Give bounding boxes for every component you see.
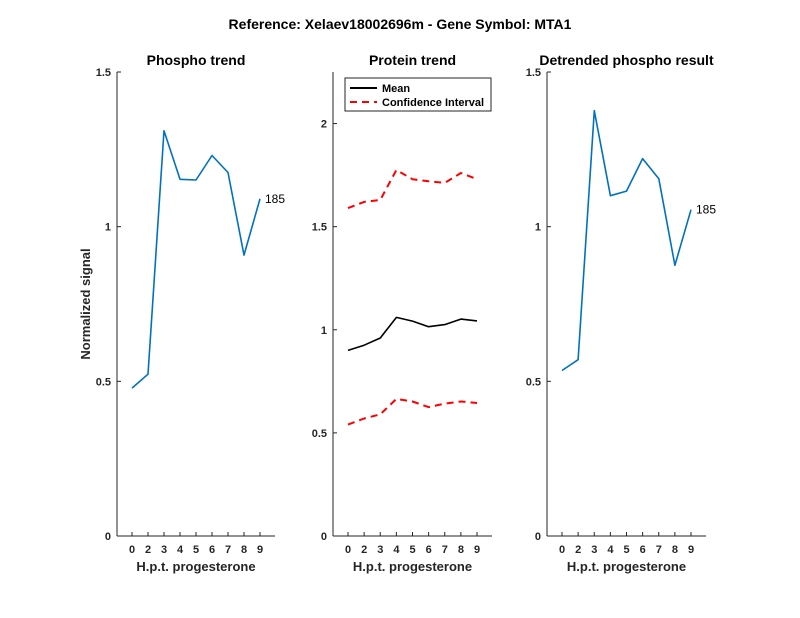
x-tick-label: 5: [409, 544, 415, 556]
x-axis-label: H.p.t. progesterone: [353, 559, 472, 574]
x-tick-label: 7: [225, 544, 231, 556]
y-tick-label: 1: [321, 325, 327, 337]
y-tick-label: 0.5: [312, 428, 327, 440]
y-tick-label: 1: [535, 222, 541, 234]
data-annotation: 185: [696, 203, 716, 217]
subplot-title: Protein trend: [369, 52, 456, 68]
y-tick-label: 0: [105, 531, 111, 543]
x-tick-label: 0: [345, 544, 351, 556]
y-tick-label: 1.5: [526, 67, 541, 79]
x-tick-label: 0: [559, 544, 565, 556]
legend: Mean Confidence Interval: [344, 77, 492, 112]
x-tick-label: 8: [241, 544, 247, 556]
y-tick-label: 0: [535, 531, 541, 543]
series-line-1: [561, 109, 692, 372]
y-tick-label: 1.5: [312, 222, 327, 234]
x-tick-label: 8: [672, 544, 678, 556]
series-line-2: [347, 169, 478, 210]
series-line-3: [347, 397, 478, 426]
legend-entry: Mean: [382, 83, 410, 95]
x-tick-label: 9: [688, 544, 694, 556]
subplot-title: Detrended phospho result: [539, 52, 714, 68]
data-annotation: 185: [265, 192, 285, 206]
x-axis-label: H.p.t. progesterone: [567, 559, 686, 574]
y-tick-label: 0.5: [96, 376, 111, 388]
x-tick-label: 9: [257, 544, 263, 556]
x-tick-label: 0: [129, 544, 135, 556]
series-line-1: [131, 130, 261, 389]
x-axis-label: H.p.t. progesterone: [136, 559, 255, 574]
series-line-1: [347, 316, 478, 352]
x-tick-label: 5: [623, 544, 629, 556]
y-tick-label: 1: [105, 222, 111, 234]
x-tick-label: 6: [426, 544, 432, 556]
x-tick-label: 3: [161, 544, 167, 556]
x-tick-label: 2: [145, 544, 151, 556]
y-tick-label: 0: [321, 531, 327, 543]
figure-title: Reference: Xelaev18002696m - Gene Symbol…: [229, 16, 572, 32]
x-tick-label: 9: [474, 544, 480, 556]
legend-box: [344, 77, 492, 112]
x-tick-label: 4: [607, 544, 614, 556]
x-tick-label: 3: [591, 544, 597, 556]
y-tick-label: 0.5: [526, 376, 541, 388]
x-tick-label: 3: [377, 544, 383, 556]
x-tick-label: 2: [575, 544, 581, 556]
x-tick-label: 7: [656, 544, 662, 556]
x-tick-label: 2: [361, 544, 367, 556]
y-axis-label: Normalized signal: [78, 248, 93, 359]
y-tick-label: 2: [321, 119, 327, 131]
x-tick-label: 6: [209, 544, 215, 556]
x-tick-label: 4: [393, 544, 400, 556]
x-tick-label: 7: [442, 544, 448, 556]
x-tick-label: 8: [458, 544, 464, 556]
x-tick-label: 4: [177, 544, 184, 556]
subplot-title: Phospho trend: [147, 52, 246, 68]
x-tick-label: 6: [640, 544, 646, 556]
y-tick-label: 1.5: [96, 67, 111, 79]
x-tick-label: 5: [193, 544, 199, 556]
legend-entry: Confidence Interval: [382, 97, 484, 109]
